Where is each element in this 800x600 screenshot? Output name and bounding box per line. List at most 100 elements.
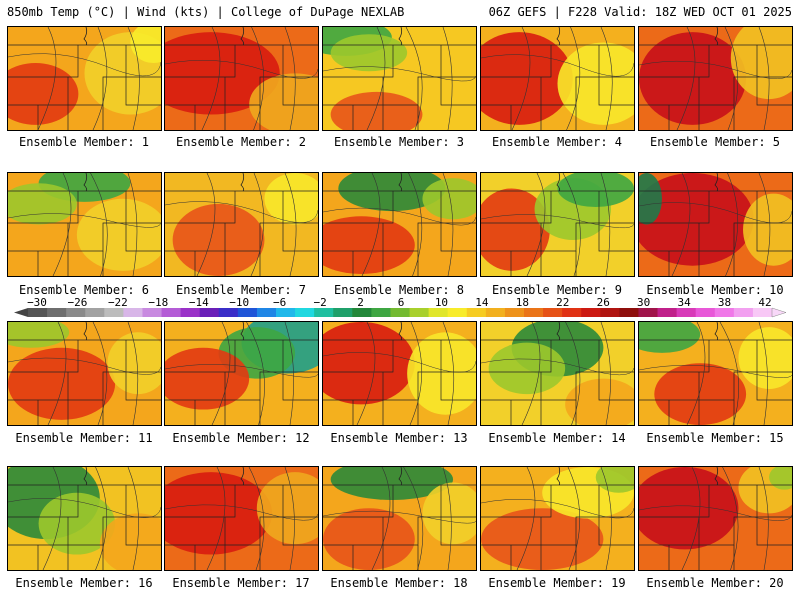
colorbar-swatch [314,308,334,317]
colorbar-swatch [733,308,754,317]
colorbar-left-arrow [14,308,28,317]
temperature-region [264,173,318,225]
temperature-field-map [165,173,318,276]
temperature-region [8,347,116,420]
colorbar-swatch [28,308,48,317]
member-caption: Ensemble Member: 9 [491,283,623,297]
member-caption: Ensemble Member: 2 [175,135,307,149]
temperature-region [639,32,747,125]
colorbar-swatch [524,308,544,317]
colorbar-swatch [276,308,296,317]
temperature-region [256,472,318,545]
ensemble-member-map [164,321,319,426]
ensemble-member-map [322,466,477,571]
member-caption: Ensemble Member: 6 [18,283,150,297]
member-caption: Ensemble Member: 1 [18,135,150,149]
ensemble-member-map [480,172,635,277]
colorbar-swatch [485,308,506,317]
ensemble-member-map [7,172,162,277]
colorbar-swatch [543,308,563,317]
colorbar-swatch [714,308,735,317]
colorbar-swatch [676,308,697,317]
temperature-region [565,378,634,425]
temperature-field-map [323,173,476,276]
colorbar-swatch [581,308,601,317]
temperature-region [407,332,476,415]
member-caption: Ensemble Member: 5 [649,135,781,149]
member-caption: Ensemble Member: 11 [15,431,153,445]
colorbar-swatch [66,308,86,317]
colorbar-swatch [123,308,143,317]
colorbar-tick-label: 30 [637,296,650,309]
temperature-field-map [639,322,792,425]
ensemble-member-map [322,172,477,277]
temperature-region [481,32,573,125]
member-caption: Ensemble Member: 13 [330,431,468,445]
member-caption: Ensemble Member: 12 [172,431,310,445]
temperature-region [743,193,792,266]
temperature-region [769,467,792,490]
member-caption: Ensemble Member: 19 [488,576,626,590]
temperature-region [38,492,116,555]
member-caption: Ensemble Member: 14 [488,431,626,445]
temperature-region [639,467,739,550]
colorbar-swatch [447,308,468,317]
colorbar-swatch [161,308,182,317]
ensemble-member-map [638,172,793,277]
temperature-region [639,173,754,266]
temperature-field-map [165,467,318,570]
colorbar-swatch [352,308,372,317]
ensemble-member-map [480,321,635,426]
colorbar-tick-label: 42 [758,296,771,309]
temperature-field-map [481,27,634,130]
temperature-field-map [8,27,161,130]
colorbar-swatch [657,308,678,317]
colorbar-tick-label: −26 [68,296,88,309]
colorbar-swatch [218,308,239,317]
colorbar-tick-label: 38 [718,296,731,309]
temperature-field-map [8,173,161,276]
colorbar-swatch [295,308,315,317]
temperature-field-map [323,27,476,130]
temperature-region [172,203,265,276]
temperature-region [323,508,415,570]
ensemble-member-map [164,466,319,571]
temperature-field-map [323,467,476,570]
temperature-region [99,513,161,570]
map-title: 850mb Temp (°C) | Wind (kts) | College o… [7,5,405,19]
colorbar-right-arrow [771,307,787,318]
colorbar-swatch [256,308,277,317]
temperature-region [557,42,634,125]
colorbar-swatch [638,308,658,317]
temperature-field-map [481,322,634,425]
ensemble-member-map [164,26,319,131]
colorbar-tick-label: 14 [475,296,489,309]
colorbar-tick-label: −22 [108,296,128,309]
colorbar-swatch [562,308,582,317]
temperature-region [639,173,662,225]
colorbar-swatch [390,308,410,317]
colorbar-swatch [104,308,124,317]
temperature-field-map [165,322,318,425]
model-run-info: 06Z GEFS | F228 Valid: 18Z WED OCT 01 20… [488,5,792,19]
temperature-field-map [323,322,476,425]
temperature-region [330,467,454,500]
member-caption: Ensemble Member: 8 [333,283,465,297]
colorbar-swatch [237,308,258,317]
member-caption: Ensemble Member: 15 [646,431,784,445]
temperature-region [323,216,415,274]
temperature-colorbar: −30 −26 −22 −18 −14 −10 −6 −2 2 6 10 14 18 22 26 30 34 38… [0,296,800,326]
temperature-region [323,322,415,405]
ensemble-member-map [322,26,477,131]
colorbar-tick-label: −18 [148,296,168,309]
colorbar-swatch [409,308,430,317]
ensemble-member-map [638,321,793,426]
temperature-region [481,188,550,271]
temperature-region [481,508,604,570]
colorbar-swatch [47,308,67,317]
colorbar-swatch [619,308,639,317]
temperature-field-map [481,173,634,276]
colorbar-tick-label: −6 [273,296,286,309]
temperature-field-map [8,322,161,425]
ensemble-member-map [7,466,162,571]
